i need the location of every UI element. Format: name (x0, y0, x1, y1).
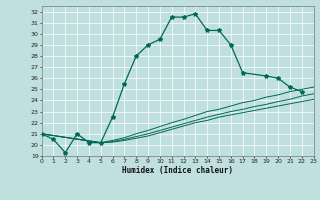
X-axis label: Humidex (Indice chaleur): Humidex (Indice chaleur) (122, 166, 233, 175)
